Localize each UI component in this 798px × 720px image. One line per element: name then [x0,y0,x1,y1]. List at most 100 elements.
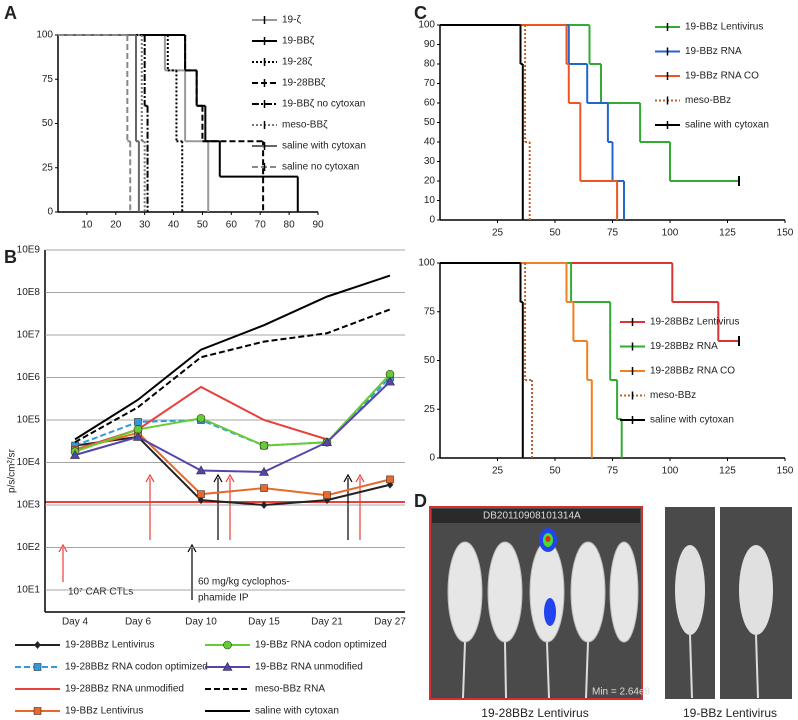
y-tick-label: 100 [418,20,435,31]
arrow-head [145,473,155,483]
marker [260,501,268,509]
tail [462,641,466,699]
tail [755,634,759,699]
y-tick-label: 75 [424,306,436,317]
arrow-head [355,473,365,483]
marker [386,475,394,484]
legend-label: saline with cytoxan [255,706,339,717]
x-tick-label: 70 [255,220,267,231]
image-right [665,507,792,699]
marker [134,418,142,426]
marker [259,441,269,450]
y-tick-label: 10E4 [17,457,41,468]
panel-letter: C [414,3,427,23]
legend-label: 19-28BBz RNA [650,341,718,352]
series-line [74,380,391,473]
x-tick-label: 150 [777,466,794,477]
annotation: 10⁷ CAR CTLs [68,587,133,598]
y-tick-label: 25 [42,162,54,173]
legend-label: 19-BBz Lentivirus [685,22,763,33]
legend-label: 19-28BBζ [282,78,326,89]
legend-label: meso-BBz RNA [255,684,325,695]
y-tick-label: 10E9 [17,245,41,256]
mouse [529,541,565,643]
y-tick-label: 0 [429,215,435,226]
arrow-head [343,473,353,483]
y-tick-label: 70 [424,78,436,89]
y-tick-label: 0 [429,453,435,464]
marker [197,490,205,498]
y-tick-label: 80 [424,59,436,70]
marker [386,480,394,489]
annotation: 60 mg/kg cyclophos- [198,577,290,588]
marker [33,663,42,671]
marker [323,491,331,500]
x-tick-label: Day 10 [185,617,217,628]
y-tick-label: 50 [424,117,436,128]
series-line [74,274,391,441]
arrow-head [213,473,223,483]
legend-label: 19-28BBz RNA codon optimized [65,662,208,673]
mouse [675,545,705,635]
y-tick-label: 50 [424,355,436,366]
marker [33,707,42,715]
y-tick-label: 10E8 [17,287,41,298]
y-tick-label: 100 [418,258,435,269]
x-tick-label: Day 15 [248,617,280,628]
arrow-head [187,543,197,553]
legend-label: saline with cytoxan [282,141,366,152]
legend-label: 19-28BBz RNA unmodified [65,684,184,695]
legend-label: 19-28BBz Lentivirus [650,317,740,328]
x-tick-label: 125 [719,466,736,477]
x-tick-label: 50 [549,228,561,239]
marker [132,431,144,441]
y-tick-label: 100 [36,30,53,41]
x-tick-label: 100 [662,466,679,477]
y-tick-label: 90 [424,39,436,50]
x-tick-label: 30 [139,220,151,231]
y-tick-label: 25 [424,404,436,415]
y-tick-label: 75 [42,74,54,85]
y-tick-label: 10E5 [17,415,41,426]
tail [689,634,693,699]
legend-label: 19-28BBz RNA CO [650,366,735,377]
legend-label: 19-BBζ [282,36,315,47]
x-tick-label: 75 [607,228,619,239]
tail [585,641,589,699]
marker [34,641,41,649]
marker [196,413,206,423]
image-band [432,509,640,523]
legend-label: 19-ζ [282,15,301,26]
tail [546,641,550,699]
marker [258,466,270,476]
marker [321,437,333,447]
y-tick-label: 10E7 [17,330,41,341]
legend-label: 19-28ζ [282,57,313,68]
panel-letter: A [4,3,17,23]
series-line [74,431,391,497]
x-tick-label: Day 27 [374,617,406,628]
arrow-head [58,543,68,553]
legend-label: 19-BBz Lentivirus [65,706,143,717]
y-tick-label: 10E2 [17,542,41,553]
marker [384,376,396,386]
legend-label: 19-BBζ no cytoxan [282,99,365,110]
signal [545,536,551,542]
x-tick-label: 10 [81,220,93,231]
legend-label: meso-BBz [650,390,696,401]
x-tick-label: 75 [607,466,619,477]
panel-letter: B [4,247,17,267]
marker [197,496,205,505]
image-header: DB20110908101314A [483,511,581,522]
x-tick-label: 100 [662,228,679,239]
legend-label: 19-28BBz Lentivirus [65,640,155,651]
legend-label: 19-BBz RNA CO [685,71,759,82]
mouse [739,545,773,635]
x-tick-label: 50 [197,220,209,231]
image-caption: 19-28BBz Lentivirus [481,706,588,720]
mouse [447,541,483,643]
image-caption: 19-BBz Lentivirus [683,706,777,720]
legend-label: saline with cytoxan [685,120,769,131]
legend-label: meso-BBζ [282,120,328,131]
